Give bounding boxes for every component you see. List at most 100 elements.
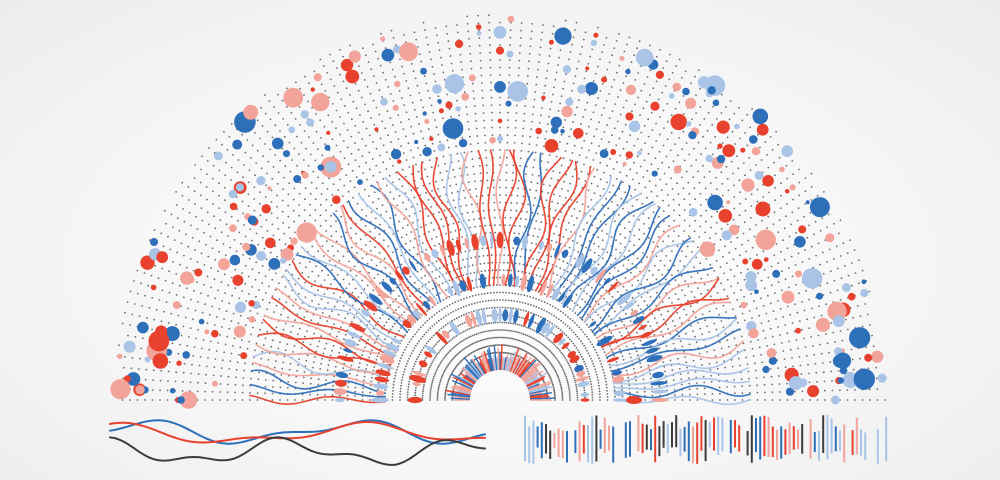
ray-dot xyxy=(195,337,198,340)
ray-dot xyxy=(796,311,799,314)
ray-dot xyxy=(213,278,216,281)
ray-dot xyxy=(753,235,756,238)
ray-dot xyxy=(277,347,280,350)
ray-dot xyxy=(206,365,208,368)
ray-dot xyxy=(594,348,596,351)
ray-dot xyxy=(193,190,196,193)
ray-dot xyxy=(710,193,713,196)
ray-dot xyxy=(304,187,307,190)
ray-dot xyxy=(431,381,434,384)
ray-dot xyxy=(463,151,466,154)
ray-dot xyxy=(699,262,702,264)
ray-dot xyxy=(368,195,370,197)
ray-dot xyxy=(516,194,519,197)
ray-dot xyxy=(479,285,482,288)
ray-dot xyxy=(636,331,638,334)
ray-dot xyxy=(668,297,670,299)
ray-dot xyxy=(622,181,624,184)
ray-dot xyxy=(488,29,491,32)
ray-dot xyxy=(461,331,463,334)
ray-dot xyxy=(649,296,652,298)
ray-dot xyxy=(579,287,582,290)
ray-dot xyxy=(543,261,546,263)
ray-dot xyxy=(431,379,434,382)
ray-dot xyxy=(167,235,169,238)
ray-dot xyxy=(273,311,275,313)
ray-dot xyxy=(736,265,739,267)
ray-dot xyxy=(703,118,706,120)
ray-dot xyxy=(503,239,506,242)
ray-dot xyxy=(419,351,422,354)
ray-dot xyxy=(523,349,526,352)
ray-dot xyxy=(511,337,514,340)
ray-dot xyxy=(392,181,394,184)
ray-dot xyxy=(575,21,578,24)
ray-dot xyxy=(672,198,675,201)
ray-dot xyxy=(220,375,222,377)
ray-dot xyxy=(566,361,569,363)
ray-dot xyxy=(177,352,180,355)
ray-dot xyxy=(704,319,706,322)
ray-dot xyxy=(466,23,469,25)
ray-dot xyxy=(755,164,757,166)
ray-dot xyxy=(389,117,392,119)
ray-dot xyxy=(582,116,584,118)
ray-dot xyxy=(694,198,696,201)
ray-dot xyxy=(284,285,287,288)
ray-dot xyxy=(549,340,552,343)
ray-dot xyxy=(418,340,420,343)
ray-dot xyxy=(486,345,489,348)
ray-dot xyxy=(791,357,793,359)
ray-dot xyxy=(506,269,509,272)
ray-dot xyxy=(519,217,522,220)
ray-dot xyxy=(527,352,530,354)
ray-dot xyxy=(194,203,196,205)
ray-dot xyxy=(520,293,523,296)
ray-dot xyxy=(487,299,490,302)
ray-dot xyxy=(684,294,686,297)
ray-dot xyxy=(395,309,397,311)
ray-dot xyxy=(491,329,493,332)
ray-dot xyxy=(695,159,698,161)
ray-dot xyxy=(410,189,413,192)
ray-dot xyxy=(713,349,716,352)
ray-dot xyxy=(421,392,424,395)
ray-dot xyxy=(307,100,309,103)
ray-dot xyxy=(456,190,459,193)
ray-dot xyxy=(329,283,332,286)
ray-dot xyxy=(639,339,642,342)
ray-dot xyxy=(782,350,785,352)
ray-dot xyxy=(557,318,560,320)
ray-dot xyxy=(317,289,319,292)
ray-dot xyxy=(746,144,749,147)
ray-dot xyxy=(723,272,726,275)
ray-dot xyxy=(819,263,821,266)
ray-dot xyxy=(666,103,669,105)
ray-dot xyxy=(414,333,416,336)
ray-dot xyxy=(270,212,273,215)
ray-dot xyxy=(433,373,436,376)
ray-dot xyxy=(750,293,752,295)
ray-dot xyxy=(676,154,679,157)
ray-dot xyxy=(864,303,866,305)
ray-dot xyxy=(552,333,555,336)
ray-dot xyxy=(665,380,668,382)
ray-dot xyxy=(418,353,421,356)
ray-dot xyxy=(471,334,474,337)
ray-dot xyxy=(606,164,608,167)
ray-dot xyxy=(559,49,562,52)
ray-dot xyxy=(637,96,639,99)
ray-dot xyxy=(176,217,179,220)
ray-dot xyxy=(253,186,256,189)
ray-dot xyxy=(576,67,578,70)
ray-dot xyxy=(662,144,665,147)
ray-dot xyxy=(317,383,320,386)
ray-dot xyxy=(775,318,777,320)
ray-dot xyxy=(315,130,318,133)
ray-dot xyxy=(204,303,207,306)
ray-dot xyxy=(569,51,572,53)
ray-dot xyxy=(620,385,623,387)
ray-dot xyxy=(410,352,413,355)
ray-dot xyxy=(243,224,246,226)
ray-dot xyxy=(520,340,522,342)
